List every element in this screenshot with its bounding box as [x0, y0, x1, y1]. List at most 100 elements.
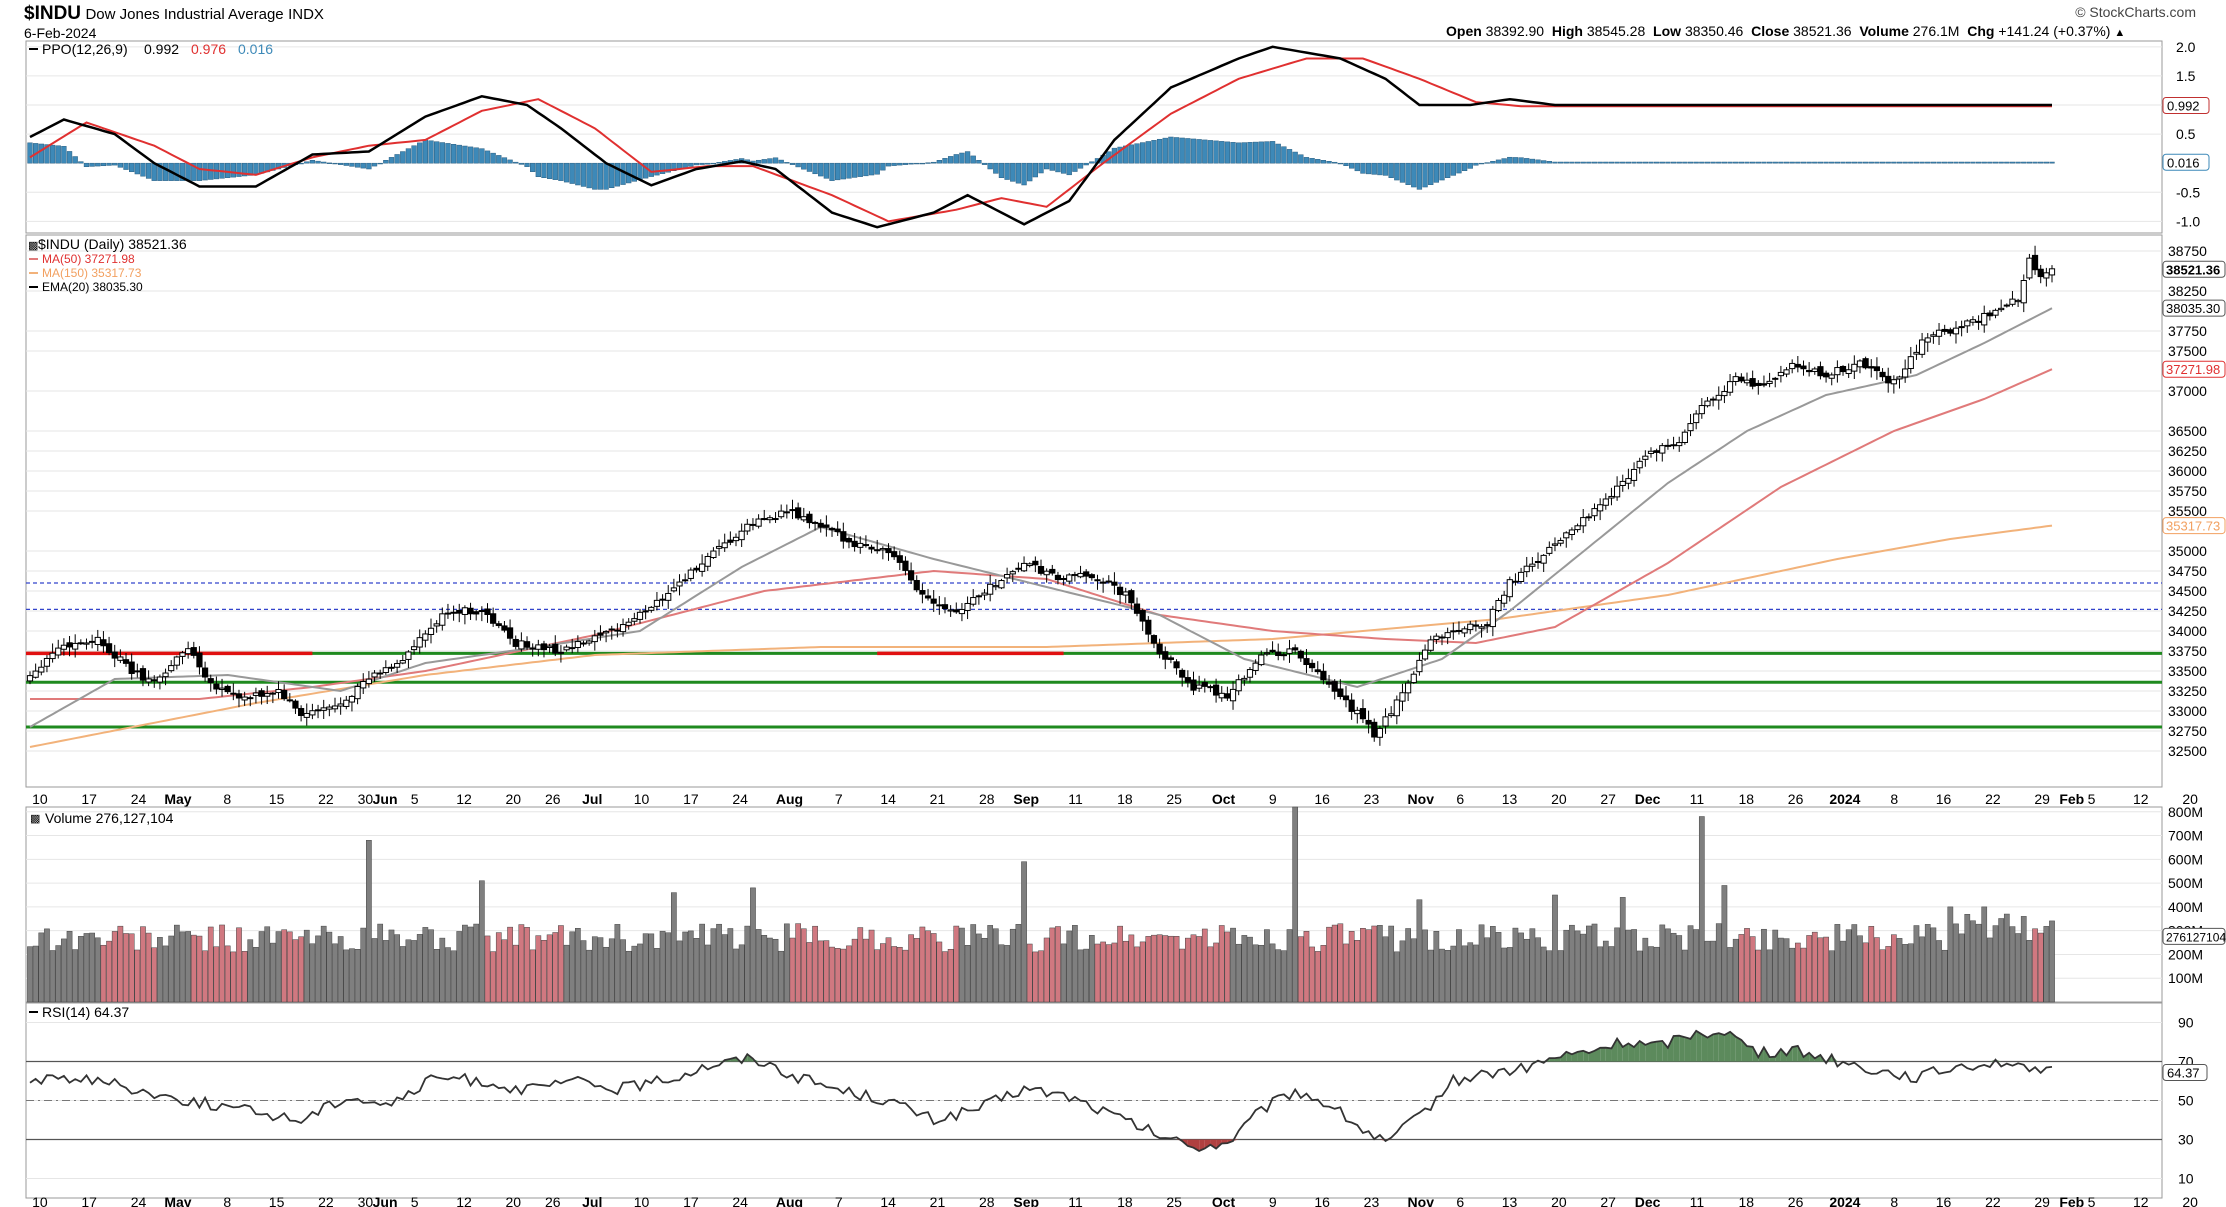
ppo-hist-bar	[78, 161, 84, 164]
ppo-hist-bar	[597, 162, 604, 190]
ppo-hist-bar	[304, 161, 310, 164]
volume-bar	[111, 931, 118, 1003]
volume-bar	[354, 949, 361, 1003]
candlestick	[1851, 355, 1858, 380]
x-tick-label: 25	[1166, 791, 1182, 807]
volume-bar	[1478, 924, 1485, 1003]
candlestick	[1879, 368, 1886, 382]
candlestick	[823, 515, 830, 537]
ppo-hist-bar	[976, 160, 982, 164]
candlestick	[924, 588, 932, 601]
candlestick	[1173, 659, 1180, 675]
rsi-value-tag-label: 64.37	[2167, 1065, 2200, 1080]
volume-bar	[987, 925, 994, 1003]
ppo-hist-bar	[761, 159, 767, 164]
candlestick	[179, 650, 186, 665]
rsi-overbought-fill	[1679, 1035, 1685, 1062]
ppo-legend: PPO(12,26,9) 0.992 0.976 0.016	[29, 41, 273, 57]
candle-body	[964, 602, 971, 611]
candle-body	[1004, 574, 1011, 579]
volume-bar	[467, 926, 474, 1003]
volume-legend-icon: ▩	[30, 813, 40, 825]
candle-body	[772, 518, 779, 521]
candlestick	[1698, 398, 1705, 419]
candle-body	[501, 625, 508, 631]
volume-tick-label: 400M	[2168, 899, 2203, 915]
ppo-hist-bar	[925, 162, 931, 164]
candlestick	[907, 562, 915, 585]
ppo-hist-bar	[2021, 161, 2027, 164]
volume-bar	[309, 943, 316, 1003]
volume-bar	[2003, 913, 2010, 1003]
ppo-hist-bar	[1004, 162, 1010, 180]
x-tick-label: 23	[1364, 1194, 1380, 1207]
ppo-hist-bar	[998, 162, 1005, 178]
volume-bar	[162, 945, 169, 1003]
candlestick	[1235, 674, 1242, 696]
candle-body	[1116, 586, 1124, 596]
candle-body	[919, 590, 926, 595]
ppo-hist-bar	[55, 145, 61, 164]
candle-body	[1280, 654, 1287, 657]
candlestick	[902, 556, 909, 576]
candlestick	[1501, 590, 1508, 608]
candlestick	[1128, 588, 1135, 610]
candle-body	[382, 667, 389, 674]
x-tick-label: 30	[358, 791, 374, 807]
ppo-hist-bar	[682, 162, 688, 169]
candlestick	[1054, 571, 1062, 585]
volume-bar	[874, 949, 881, 1003]
ppo-hist-bar	[349, 162, 355, 167]
candle-body	[1862, 358, 1869, 369]
candlestick	[399, 654, 406, 665]
ppo-hist-bar	[1145, 141, 1151, 164]
volume-bar	[1580, 933, 1587, 1003]
candle-body	[388, 666, 395, 669]
ppo-hist-bar	[1320, 160, 1327, 164]
ppo-hist-bar	[1190, 138, 1197, 164]
candlestick	[1009, 569, 1016, 583]
candlestick	[1964, 319, 1971, 333]
ma50-legend: MA(50) 37271.98	[42, 252, 135, 266]
ppo-value-tag-label: 0.992	[2167, 98, 2200, 113]
candlestick	[1523, 556, 1530, 578]
x-tick-label: 21	[930, 791, 946, 807]
candle-body	[399, 660, 406, 664]
volume-bar	[405, 939, 412, 1003]
volume-bar	[1828, 950, 1835, 1003]
candle-body	[1111, 581, 1118, 586]
candlestick	[1167, 655, 1175, 664]
volume-bar	[1907, 943, 1914, 1003]
candle-body	[2003, 304, 2010, 307]
candle-body	[1433, 635, 1440, 640]
candlestick	[1676, 436, 1683, 452]
volume-bar	[456, 931, 463, 1003]
ppo-hist-bar	[1580, 161, 1586, 164]
candlestick	[1461, 626, 1468, 638]
x-tick-label: 11	[1690, 791, 1705, 807]
x-tick-label: 14	[880, 791, 896, 807]
candle-body	[1602, 498, 1609, 506]
volume-bar	[1473, 944, 1479, 1003]
x-tick-label: 11	[1068, 791, 1083, 807]
candle-body	[811, 521, 819, 524]
volume-tick-label: 700M	[2168, 828, 2203, 844]
ppo-hist-bar	[1682, 161, 1688, 164]
candle-body	[1405, 682, 1412, 694]
ppo-hist-bar	[524, 162, 530, 167]
candlestick	[1049, 564, 1056, 576]
candle-body	[1659, 445, 1666, 454]
volume-bar	[1885, 946, 1892, 1003]
ppo-hist-bar	[705, 162, 711, 165]
candle-body	[168, 665, 175, 672]
candle-body	[1653, 450, 1660, 453]
volume-bar	[834, 948, 841, 1003]
volume-bar	[2026, 940, 2033, 1003]
candlestick	[122, 652, 130, 667]
candle-body	[1252, 662, 1259, 671]
candle-body	[1681, 431, 1688, 443]
candle-body	[326, 706, 333, 710]
volume-bar	[1879, 949, 1886, 1003]
candle-body	[1196, 684, 1203, 689]
ppo-hist-bar	[230, 162, 236, 178]
